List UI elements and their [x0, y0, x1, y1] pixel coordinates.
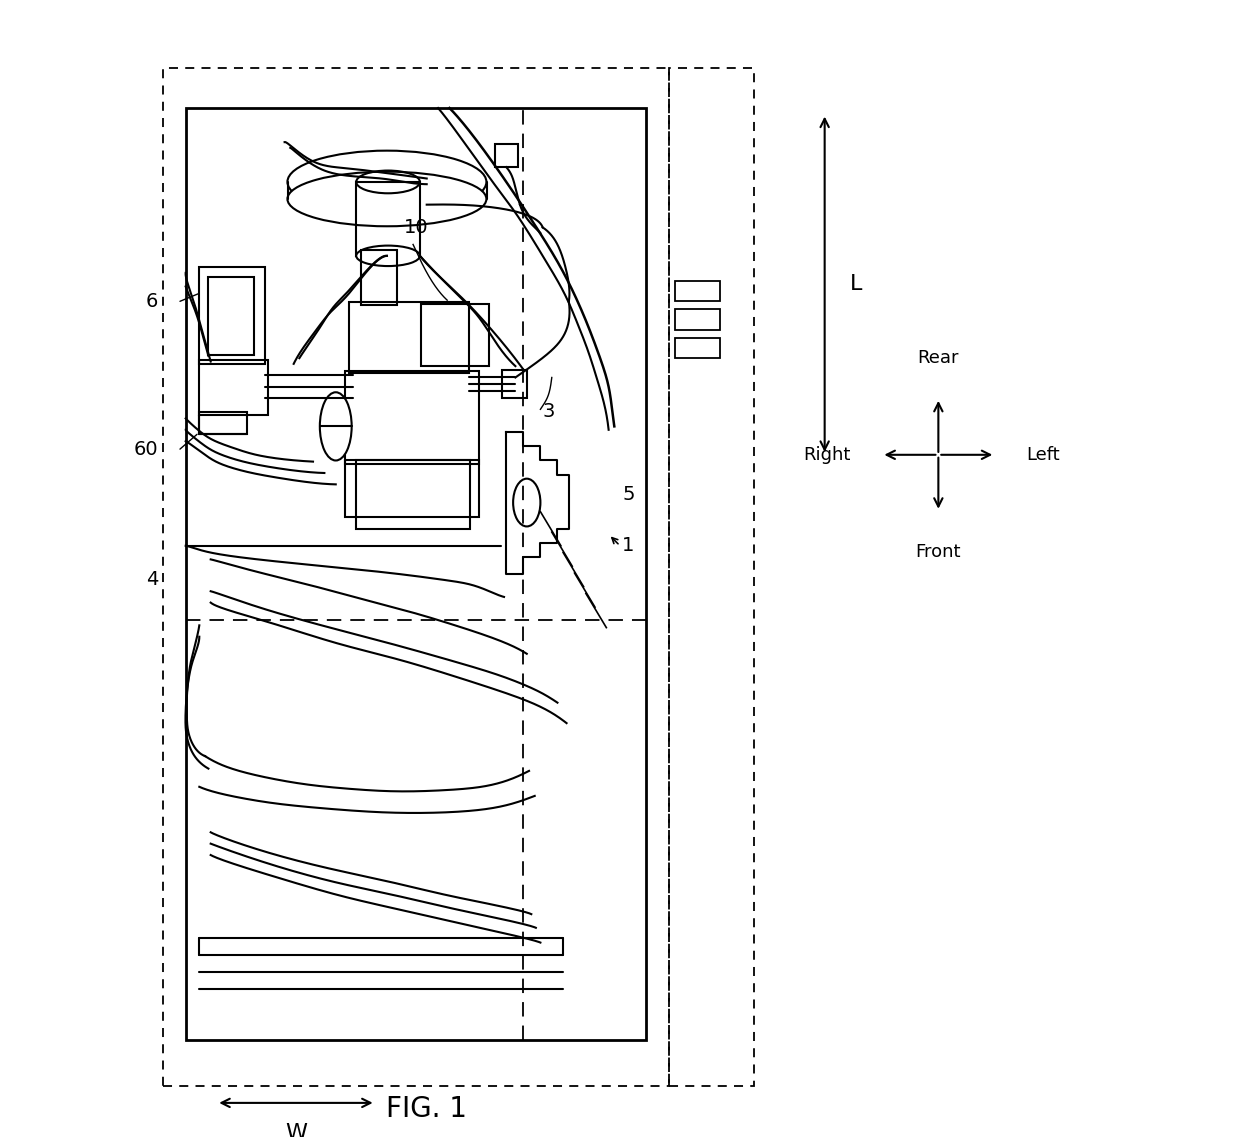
Bar	[502, 370, 527, 398]
Text: 5: 5	[622, 485, 635, 504]
Text: Rear: Rear	[918, 349, 959, 366]
Ellipse shape	[356, 246, 420, 266]
Bar	[675, 338, 720, 358]
Bar	[495, 144, 517, 167]
Text: 3: 3	[543, 402, 556, 421]
Bar	[361, 250, 397, 305]
Bar	[208, 277, 254, 355]
Bar	[200, 412, 247, 434]
Ellipse shape	[288, 172, 486, 226]
Bar	[675, 281, 720, 301]
Bar	[200, 360, 268, 415]
Text: 4: 4	[146, 571, 159, 589]
Ellipse shape	[320, 392, 352, 460]
Text: 6: 6	[146, 292, 159, 310]
Text: W: W	[285, 1123, 308, 1137]
Bar	[200, 267, 265, 364]
Bar	[422, 304, 490, 366]
Bar	[345, 371, 479, 464]
Bar	[345, 460, 479, 517]
Bar	[186, 108, 646, 1040]
Bar	[668, 68, 754, 1086]
Text: Right: Right	[802, 446, 851, 464]
Text: Front: Front	[915, 543, 961, 561]
Text: 60: 60	[134, 440, 159, 458]
Text: 1: 1	[622, 537, 635, 555]
Bar	[162, 68, 668, 1086]
Text: Left: Left	[1027, 446, 1060, 464]
Bar	[356, 460, 470, 529]
Text: FIG. 1: FIG. 1	[386, 1095, 467, 1123]
Text: 10: 10	[404, 218, 429, 236]
Bar	[356, 182, 420, 256]
Text: L: L	[849, 274, 862, 294]
Bar	[350, 302, 469, 373]
Bar	[675, 309, 720, 330]
